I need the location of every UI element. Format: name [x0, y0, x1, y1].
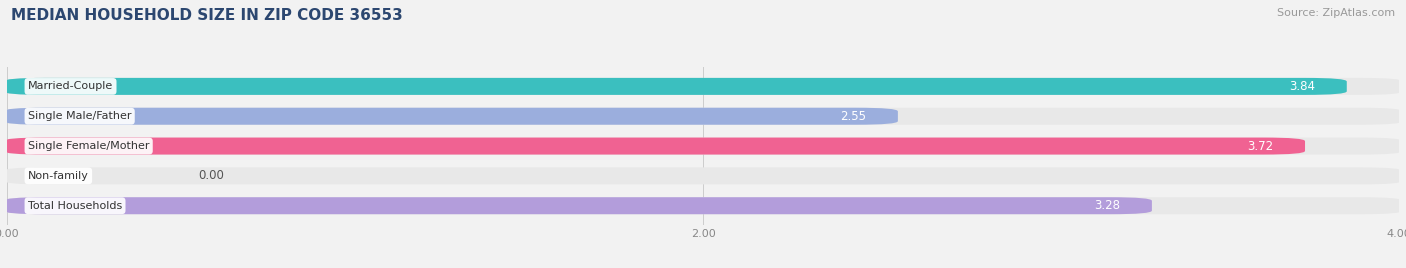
FancyBboxPatch shape	[4, 197, 1402, 214]
Text: Single Male/Father: Single Male/Father	[28, 111, 131, 121]
Text: 3.72: 3.72	[1247, 140, 1274, 152]
Text: 3.84: 3.84	[1289, 80, 1316, 93]
Text: 2.55: 2.55	[841, 110, 866, 123]
FancyBboxPatch shape	[4, 137, 1402, 155]
Text: Married-Couple: Married-Couple	[28, 81, 112, 91]
FancyBboxPatch shape	[4, 168, 1402, 184]
Text: Single Female/Mother: Single Female/Mother	[28, 141, 149, 151]
FancyBboxPatch shape	[4, 108, 898, 125]
Text: Non-family: Non-family	[28, 171, 89, 181]
Text: Source: ZipAtlas.com: Source: ZipAtlas.com	[1277, 8, 1395, 18]
Text: 0.00: 0.00	[198, 169, 225, 183]
FancyBboxPatch shape	[4, 78, 1347, 95]
FancyBboxPatch shape	[4, 108, 1402, 125]
Text: Total Households: Total Households	[28, 201, 122, 211]
FancyBboxPatch shape	[4, 197, 1152, 214]
Text: MEDIAN HOUSEHOLD SIZE IN ZIP CODE 36553: MEDIAN HOUSEHOLD SIZE IN ZIP CODE 36553	[11, 8, 404, 23]
FancyBboxPatch shape	[4, 137, 1305, 155]
Text: 3.28: 3.28	[1095, 199, 1121, 212]
FancyBboxPatch shape	[4, 78, 1402, 95]
